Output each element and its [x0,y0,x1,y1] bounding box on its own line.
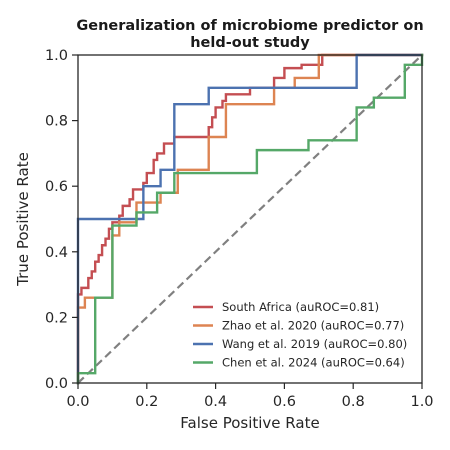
y-tick-label: 0.2 [45,310,68,326]
legend-entry: Zhao et al. 2020 (auROC=0.77) [222,319,404,333]
x-tick-label: 0.8 [342,394,365,410]
axes: 0.0 0.2 0.4 0.6 0.8 1.0 0.0 0.2 0.4 0.6 0.8 1.0 Fals… [14,48,434,432]
x-tick-label: 0.0 [66,394,89,410]
roc-curve-chen-3 [76,53,424,385]
x-tick-label: 0.2 [135,394,158,410]
legend-entry: Chen et al. 2024 (auROC=0.64) [222,356,405,370]
legend-entry: Wang et al. 2019 (auROC=0.80) [222,337,407,351]
x-axis-label: False Positive Rate [180,414,319,432]
x-tick-label: 0.4 [204,394,227,410]
legend: South Africa (auROC=0.81) Zhao et al. 202… [193,300,407,370]
roc-curve-wang-2 [76,53,424,385]
y-tick-label: 0.6 [45,179,68,195]
roc-curve-south-0 [76,53,424,385]
y-tick-label: 1.0 [45,48,68,64]
x-tick-label: 0.6 [273,394,296,410]
axes-frame [77,54,423,384]
plot-area [76,53,424,385]
chance-diagonal-line [77,54,423,384]
y-tick-label: 0.4 [45,245,68,261]
chart-title-line: Generalization of microbiome predictor o… [76,18,423,34]
legend-entry: South Africa (auROC=0.81) [222,300,379,314]
x-tick-label: 1.0 [410,394,433,410]
y-axis-label: True Positive Rate [14,152,32,287]
chart-title: Generalization of microbiome predictor o… [76,18,423,51]
chart-title-line: held-out study [190,35,310,51]
y-tick-label: 0.8 [45,114,68,130]
y-tick-label: 0.0 [45,376,68,392]
